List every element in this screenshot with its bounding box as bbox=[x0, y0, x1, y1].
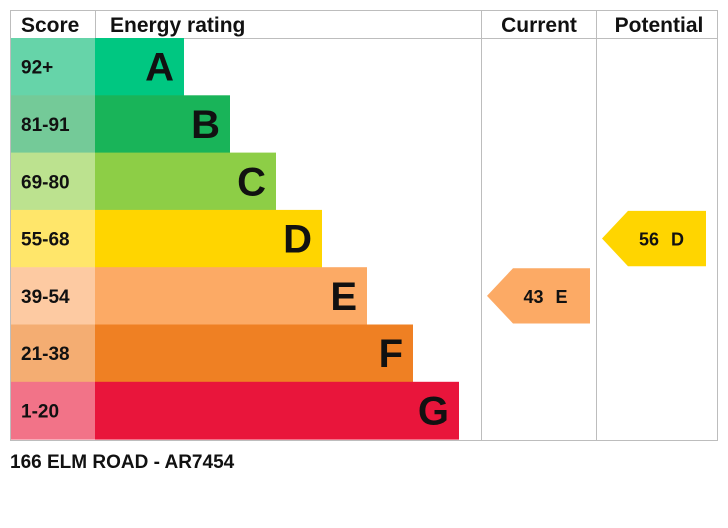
score-cell-g bbox=[11, 381, 95, 440]
current-header: Current bbox=[501, 14, 577, 37]
score-range-e: 39-54 bbox=[21, 287, 70, 308]
score-cell-f bbox=[11, 324, 95, 383]
rating-bar-g bbox=[95, 381, 459, 440]
rating-letter-c: C bbox=[237, 160, 266, 204]
rating-bar-d bbox=[95, 209, 322, 268]
energy-rating-header: Energy rating bbox=[110, 14, 245, 37]
rating-bar-f bbox=[95, 324, 413, 383]
rating-letter-e: E bbox=[330, 275, 357, 319]
table-grid bbox=[10, 10, 718, 441]
rating-letter-g: G bbox=[418, 389, 449, 433]
score-range-c: 69-80 bbox=[21, 172, 70, 193]
score-range-d: 55-68 bbox=[21, 230, 70, 251]
rating-arrows: 43 E 56 D bbox=[487, 210, 706, 324]
rating-bar-b bbox=[95, 95, 230, 154]
property-address: 166 ELM ROAD - AR7454 bbox=[10, 452, 235, 473]
potential-header: Potential bbox=[615, 14, 704, 37]
rating-letter-f: F bbox=[379, 332, 403, 376]
current-rating-letter: E bbox=[556, 287, 568, 307]
potential-rating-arrow bbox=[602, 210, 706, 267]
score-range-b: 81-91 bbox=[21, 115, 70, 136]
score-range-g: 1-20 bbox=[21, 401, 59, 422]
score-cell-d bbox=[11, 209, 95, 268]
score-range-f: 21-38 bbox=[21, 344, 70, 365]
potential-rating-value: 56 bbox=[639, 230, 659, 250]
score-cell-c bbox=[11, 152, 95, 211]
rating-letter-d: D bbox=[283, 218, 312, 262]
current-rating-value: 43 bbox=[523, 287, 543, 307]
epc-chart: Score Energy rating Current Potential 92… bbox=[10, 10, 718, 441]
rating-bar-a bbox=[95, 38, 184, 96]
rating-bands: 92+ A 81-91 B 69-80 C 55-68 D 39-54 E 21-38 F 1-20 G bbox=[11, 38, 459, 440]
score-cell-b bbox=[11, 95, 95, 154]
rating-bar-e bbox=[95, 267, 367, 325]
rating-letter-a: A bbox=[145, 46, 174, 90]
score-cell-e bbox=[11, 267, 95, 325]
rating-letter-b: B bbox=[191, 103, 220, 147]
score-header: Score bbox=[21, 14, 79, 37]
rating-bar-c bbox=[95, 152, 276, 211]
score-range-a: 92+ bbox=[21, 58, 53, 79]
current-rating-arrow bbox=[487, 268, 590, 324]
score-cell-a bbox=[11, 38, 95, 96]
potential-rating-letter: D bbox=[671, 230, 684, 250]
